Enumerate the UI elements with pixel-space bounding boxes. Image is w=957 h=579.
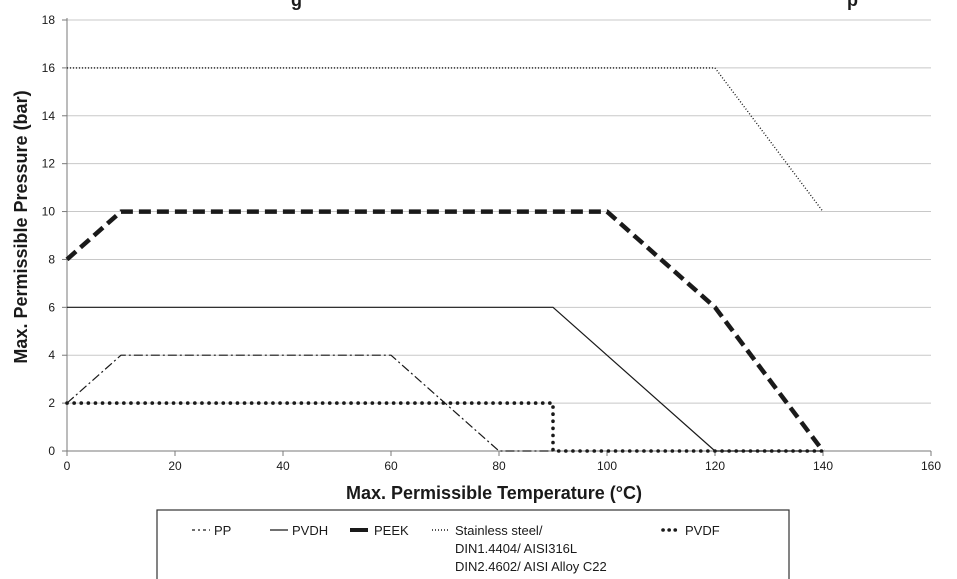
x-tick-label: 20 <box>168 459 182 473</box>
x-tick-label: 160 <box>921 459 941 473</box>
y-tick-label: 16 <box>42 61 56 75</box>
y-tick-label: 2 <box>48 396 55 410</box>
x-tick-label: 140 <box>813 459 833 473</box>
series-line-pvdh <box>67 306 823 452</box>
legend-label: PP <box>214 523 231 538</box>
y-tick-label: 6 <box>48 300 55 314</box>
x-tick-labels: 0 20 40 60 80 100 120 140 160 <box>64 459 942 473</box>
title-fragment: g <box>291 0 302 10</box>
y-tick-label: 8 <box>48 252 55 266</box>
y-tick-label: 18 <box>42 13 56 27</box>
legend-label: PVDH <box>292 523 328 538</box>
series-lines <box>65 67 825 453</box>
legend-label: DIN2.4602/ AISI Alloy C22 <box>455 559 607 574</box>
legend-label: PEEK <box>374 523 409 538</box>
series-line-peek <box>65 209 825 453</box>
legend: PP PVDH PEEK Stainless steel/DIN1.4404/ AIS… <box>156 509 790 579</box>
y-tick-label: 12 <box>42 157 56 171</box>
y-tick-label: 0 <box>48 444 55 458</box>
series-line-stainless <box>67 67 824 213</box>
y-tick-label: 10 <box>42 205 56 219</box>
y-tick-labels: 0 2 4 6 8 10 12 14 16 18 <box>42 13 56 458</box>
y-tick-label: 4 <box>48 348 55 362</box>
title-fragment: p <box>847 0 858 10</box>
x-tick-label: 80 <box>492 459 506 473</box>
legend-label: PVDF <box>685 523 720 538</box>
axes <box>62 18 932 456</box>
legend-box <box>156 509 790 579</box>
x-tick-label: 40 <box>276 459 290 473</box>
y-axis-title: Max. Permissible Pressure (bar) <box>11 90 31 363</box>
x-tick-label: 100 <box>597 459 617 473</box>
x-tick-label: 60 <box>384 459 398 473</box>
y-tick-label: 14 <box>42 109 56 123</box>
legend-label: DIN1.4404/ AISI316L <box>455 541 577 556</box>
x-axis-title: Max. Permissible Temperature (°C) <box>346 483 642 503</box>
x-tick-label: 0 <box>64 459 71 473</box>
legend-label: Stainless steel/ <box>455 523 543 538</box>
series-line-pvdf <box>65 401 825 453</box>
x-tick-label: 120 <box>705 459 725 473</box>
series-line-pp <box>66 354 553 452</box>
